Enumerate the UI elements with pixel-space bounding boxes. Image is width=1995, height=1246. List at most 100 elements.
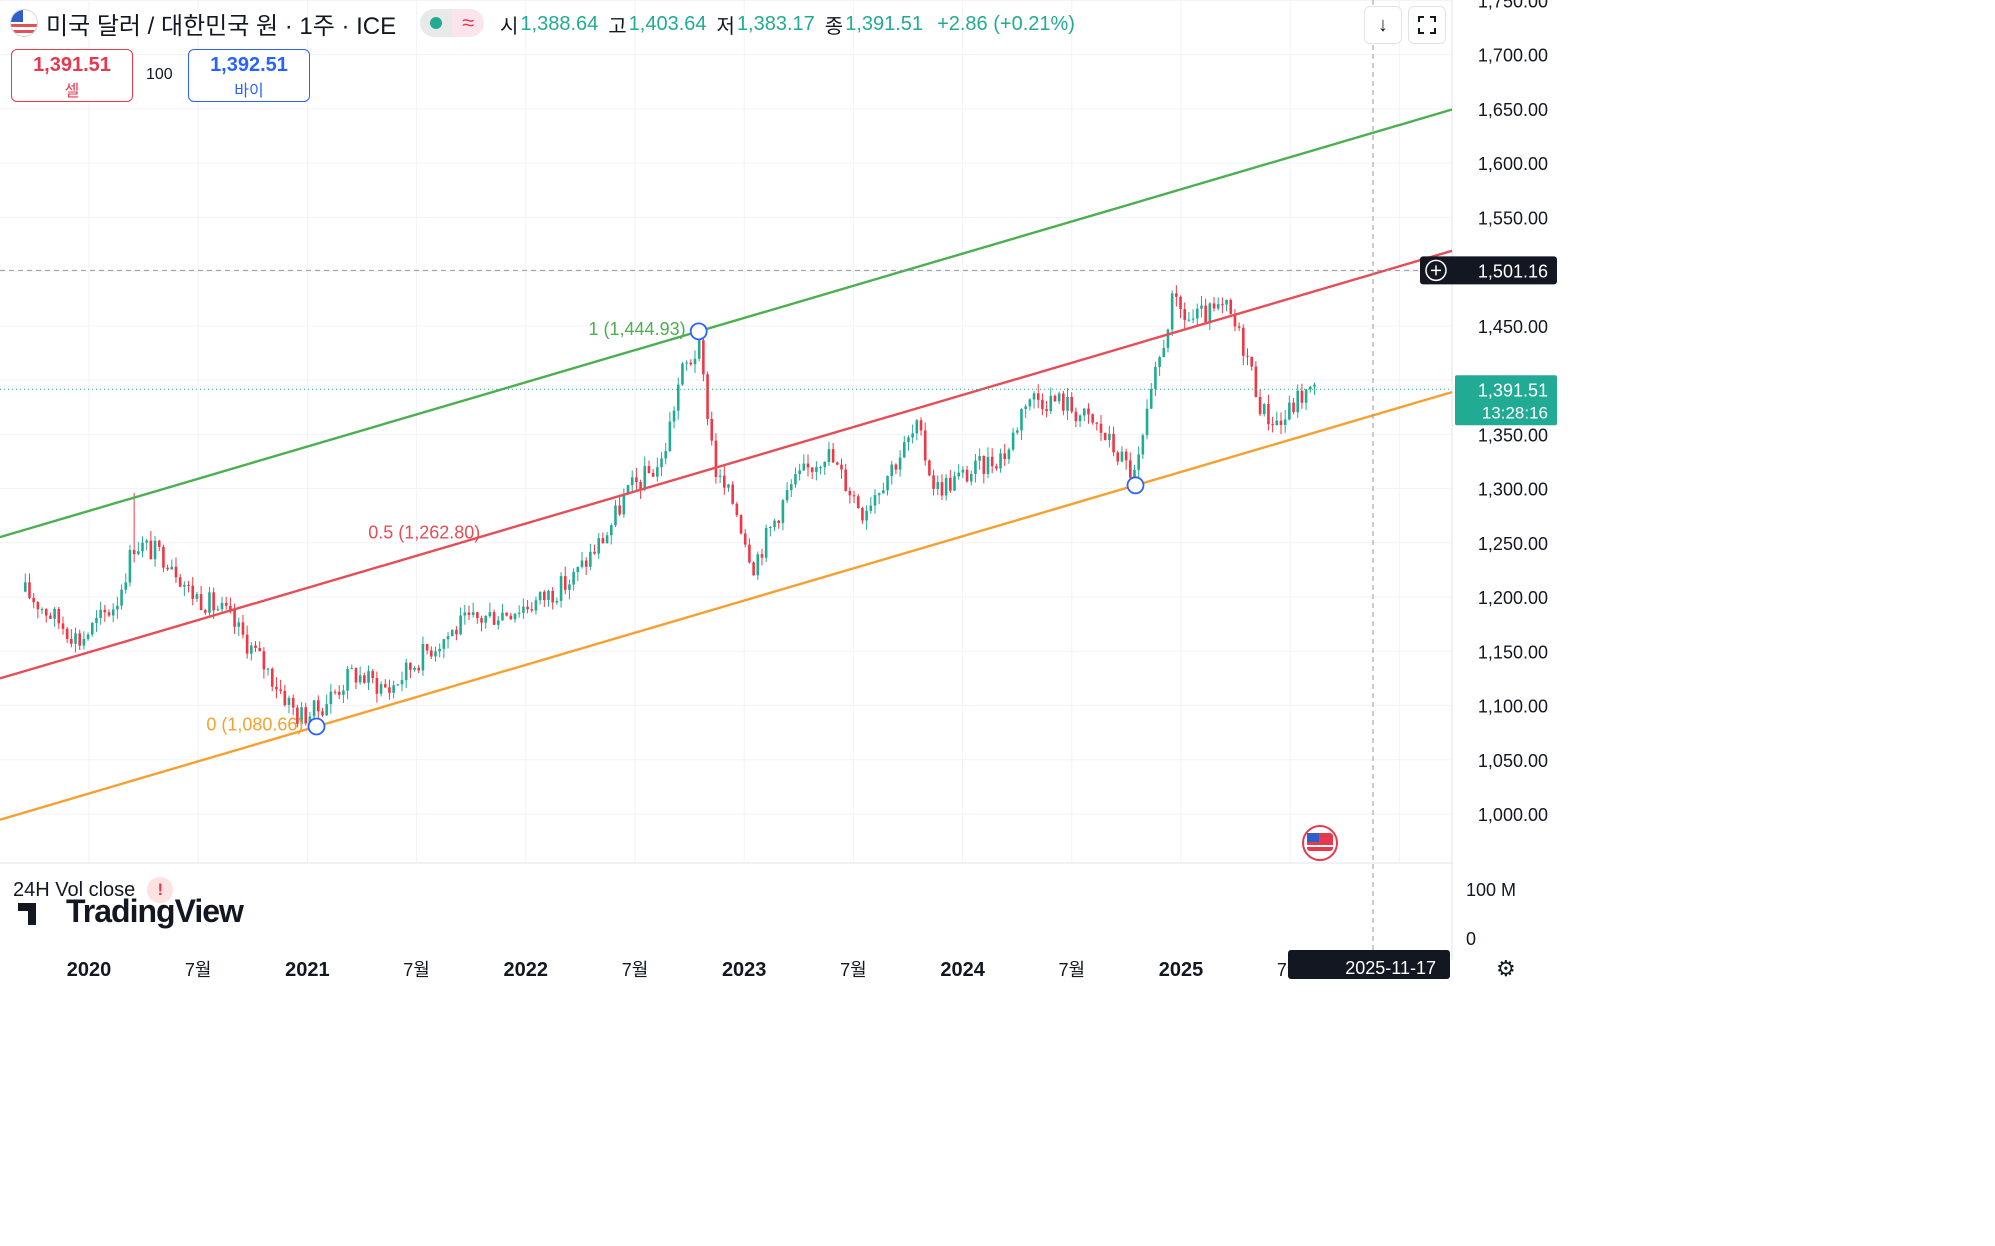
candle-body <box>24 582 27 592</box>
candle-body <box>316 700 320 712</box>
candle-body <box>57 608 61 624</box>
channel-level-1-label: 1 (1,444.93) <box>589 319 686 339</box>
ohlc-legend: 시 1,388.64 고 1,403.64 저 1,383.17 종 1,391.51 … <box>500 10 1075 38</box>
buy-button[interactable]: 1,392.51 바이 <box>188 49 310 102</box>
candle-body <box>28 582 31 598</box>
candle-body <box>1187 319 1191 321</box>
candle-body <box>1275 420 1279 426</box>
candle-body <box>1070 396 1074 412</box>
candle-body <box>785 490 789 501</box>
time-axis-tick-label: 7월 <box>185 960 212 979</box>
candle-body <box>877 493 881 496</box>
candle-body <box>836 462 839 465</box>
candle-body <box>584 560 588 567</box>
order-quantity[interactable]: 100 <box>146 66 173 83</box>
candle-body <box>815 467 818 472</box>
candle-body <box>191 585 195 599</box>
price-axis-tick-label: 1,350.00 <box>1478 425 1548 445</box>
warning-icon[interactable]: ! <box>147 877 174 903</box>
candle-body <box>530 609 534 611</box>
candle-body <box>1254 366 1258 397</box>
candle-body <box>1221 304 1224 306</box>
candles <box>24 285 1316 728</box>
candle-body <box>1095 422 1099 424</box>
candle-body <box>333 691 337 693</box>
candle-body <box>769 526 772 529</box>
candle-body <box>1078 415 1082 422</box>
chart-settings-button[interactable]: ⚙ <box>1496 956 1522 982</box>
candle-body <box>1195 308 1199 319</box>
candle-body <box>1108 433 1111 440</box>
candle-body <box>116 605 119 610</box>
candle-body <box>702 340 705 375</box>
candle-body <box>425 643 429 651</box>
candle-body <box>404 662 408 681</box>
candle-body <box>250 645 253 654</box>
candle-body <box>212 592 215 611</box>
candle-body <box>1053 395 1057 402</box>
symbol-title[interactable]: 미국 달러 / 대한민국 원 · 1주 · ICE ≈ <box>10 8 485 40</box>
candle-body <box>241 622 245 635</box>
channel-mid-line <box>0 249 1453 680</box>
candle-body <box>773 520 776 527</box>
candle-body <box>1229 299 1233 314</box>
symbol-title-text: 미국 달러 / 대한민국 원 · 1주 · ICE <box>46 12 397 40</box>
candle-body <box>1216 304 1220 309</box>
candle-body <box>614 505 617 526</box>
candle-body <box>957 472 960 477</box>
candle-body <box>199 594 203 611</box>
candle-body <box>764 528 768 558</box>
candle-body <box>1267 404 1270 425</box>
candle-body <box>1262 404 1266 415</box>
candle-body <box>1225 299 1228 305</box>
volume-indicator-legend[interactable]: 24H Vol close ! <box>13 877 174 903</box>
candle-body <box>1145 408 1149 436</box>
tradingview-logo[interactable]: TradingView <box>18 893 244 930</box>
price-axis-tick-label: 1,550.00 <box>1478 208 1548 228</box>
candle-body <box>455 629 458 635</box>
candle-body <box>961 469 965 473</box>
candle-body <box>647 466 651 473</box>
volume-axis-label: 0 <box>1466 929 1476 949</box>
time-axis-tick-label: 2024 <box>940 959 985 979</box>
candle-body <box>208 592 211 613</box>
candle-body <box>53 608 56 619</box>
candle-body <box>90 622 94 635</box>
market-status[interactable]: ≈ <box>420 9 485 37</box>
sell-button[interactable]: 1,391.51 셀 <box>11 49 133 102</box>
candle-body <box>940 482 944 496</box>
candle-body <box>1250 356 1253 367</box>
candle-body <box>944 477 948 496</box>
crosshair-date-label: 2025-11-17 <box>1345 958 1436 978</box>
candle-body <box>308 716 312 724</box>
candle-body <box>1129 460 1132 478</box>
candle-body <box>141 542 144 552</box>
candle-body <box>777 520 781 524</box>
candle-body <box>346 669 349 691</box>
download-button[interactable]: ↓ <box>1364 6 1402 44</box>
candle-body <box>781 500 785 524</box>
candle-body <box>1087 408 1090 415</box>
candle-body <box>224 602 228 606</box>
channel-anchor-handle <box>1126 476 1145 495</box>
candle-body <box>672 410 676 422</box>
candle-body <box>375 678 379 694</box>
fullscreen-button[interactable] <box>1408 6 1446 44</box>
candle-body <box>681 363 684 385</box>
ohlc-low-label: 저 <box>716 15 735 38</box>
candle-body <box>1175 293 1178 297</box>
candle-body <box>630 477 634 486</box>
candle-body <box>949 477 952 491</box>
candle-body <box>676 384 680 411</box>
candle-body <box>337 691 341 695</box>
candle-body <box>262 651 266 670</box>
candle-body <box>275 686 278 690</box>
price-chart[interactable]: 1 (1,444.93) 0.5 (1,262.80) 0 (1,080.66) 1,… <box>0 0 1568 979</box>
candle-body <box>1258 396 1262 415</box>
candle-body <box>480 618 483 623</box>
arrow-down-icon: ↓ <box>1378 13 1388 36</box>
candle-body <box>266 668 270 670</box>
candle-body <box>1041 399 1044 410</box>
candle-body <box>706 374 709 420</box>
candle-body <box>78 633 82 646</box>
